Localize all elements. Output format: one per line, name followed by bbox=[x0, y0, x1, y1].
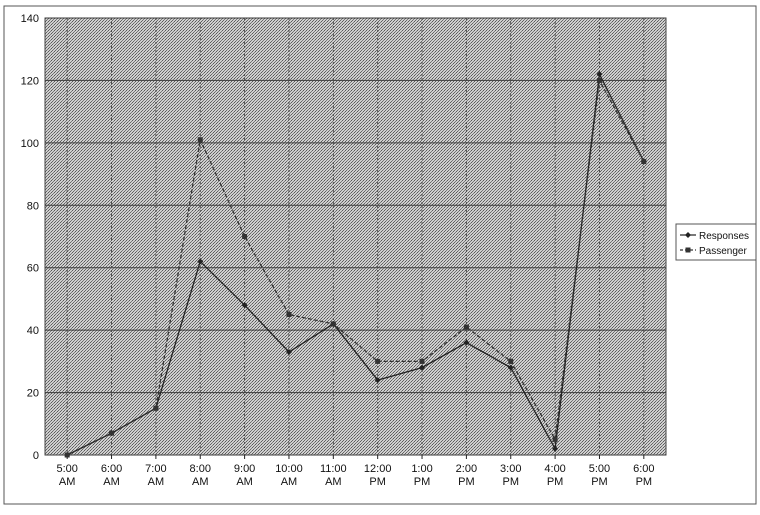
series-line-passenger bbox=[66, 78, 645, 456]
x-tick-label-period: PM bbox=[547, 476, 564, 488]
data-point-responses bbox=[374, 377, 381, 384]
data-point-passenger bbox=[109, 430, 115, 436]
grid-lines bbox=[45, 17, 666, 456]
x-tick-label: 1:00 bbox=[411, 463, 432, 475]
x-tick-label-period: AM bbox=[59, 476, 76, 488]
x-tick-label-period: PM bbox=[636, 476, 653, 488]
x-tick-label-period: PM bbox=[369, 476, 386, 488]
x-tick-label: 7:00 bbox=[145, 463, 166, 475]
data-point-responses bbox=[552, 445, 559, 452]
legend-box bbox=[675, 223, 757, 261]
data-point-responses bbox=[285, 348, 292, 355]
legend: Responses Passenger bbox=[675, 223, 757, 261]
series-line-responses bbox=[66, 71, 645, 456]
data-point-passenger bbox=[641, 159, 647, 165]
data-point-passenger bbox=[153, 405, 159, 411]
x-tick-label-period: AM bbox=[148, 476, 165, 488]
x-tick-label: 2:00 bbox=[456, 463, 477, 475]
x-tick-label-period: AM bbox=[281, 476, 298, 488]
x-tick-label-period: AM bbox=[192, 476, 209, 488]
data-point-passenger bbox=[375, 358, 381, 364]
x-tick-label: 8:00 bbox=[190, 463, 211, 475]
series-layer bbox=[64, 71, 647, 458]
x-tick-label: 4:00 bbox=[544, 463, 565, 475]
data-point-passenger bbox=[419, 358, 425, 364]
x-tick-label-period: AM bbox=[236, 476, 253, 488]
legend-label: Responses bbox=[699, 231, 749, 242]
x-tick-label: 5:00 bbox=[56, 463, 77, 475]
y-tick-label: 120 bbox=[21, 75, 39, 87]
data-point-responses bbox=[419, 364, 426, 371]
x-tick-label: 6:00 bbox=[101, 463, 122, 475]
x-tick-label: 3:00 bbox=[500, 463, 521, 475]
data-point-responses bbox=[507, 364, 514, 371]
plot-area bbox=[44, 17, 667, 456]
x-tick-label-period: AM bbox=[325, 476, 342, 488]
data-point-passenger bbox=[197, 137, 203, 143]
x-tick-label-period: PM bbox=[503, 476, 520, 488]
data-point-passenger bbox=[286, 312, 292, 318]
y-tick-label: 140 bbox=[21, 13, 39, 25]
x-tick-label-period: PM bbox=[414, 476, 431, 488]
data-point-responses bbox=[241, 302, 248, 309]
data-point-passenger bbox=[596, 77, 602, 83]
legend-label: Passenger bbox=[699, 246, 747, 257]
y-tick-label: 20 bbox=[27, 388, 39, 400]
x-tick-label: 12:00 bbox=[364, 463, 392, 475]
data-point-responses bbox=[197, 258, 204, 265]
data-point-passenger bbox=[330, 321, 336, 327]
y-tick-label: 100 bbox=[21, 138, 39, 150]
x-tick-label: 10:00 bbox=[275, 463, 303, 475]
data-point-passenger bbox=[64, 452, 70, 458]
legend-marker bbox=[685, 247, 691, 253]
y-tick-label: 40 bbox=[27, 325, 39, 337]
x-tick-label: 9:00 bbox=[234, 463, 255, 475]
x-tick-label-period: PM bbox=[458, 476, 475, 488]
data-point-responses bbox=[463, 339, 470, 346]
data-point-passenger bbox=[463, 324, 469, 330]
legend-marker bbox=[685, 232, 691, 238]
data-point-passenger bbox=[552, 436, 558, 442]
y-tick-label: 80 bbox=[27, 200, 39, 212]
data-point-passenger bbox=[242, 234, 248, 239]
x-tick-label-period: PM bbox=[591, 476, 608, 488]
x-tick-label: 6:00 bbox=[633, 463, 654, 475]
data-point-responses bbox=[596, 71, 603, 78]
axes: 0204060801001201405:00AM6:00AM7:00AM8:00… bbox=[21, 13, 655, 488]
x-tick-label: 5:00 bbox=[589, 463, 610, 475]
x-tick-label-period: AM bbox=[103, 476, 120, 488]
y-tick-label: 60 bbox=[27, 263, 39, 275]
y-tick-label: 0 bbox=[33, 450, 39, 462]
x-tick-label: 11:00 bbox=[320, 463, 347, 475]
data-point-passenger bbox=[508, 358, 514, 364]
